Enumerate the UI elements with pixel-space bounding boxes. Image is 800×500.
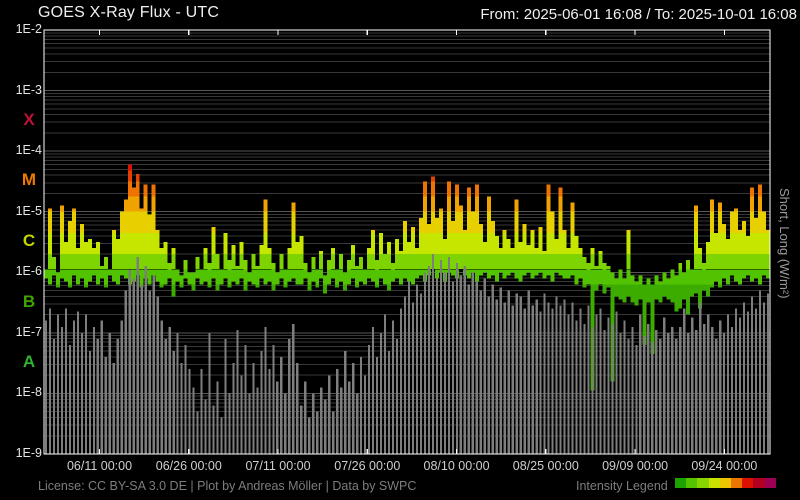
legend-swatch bbox=[764, 478, 776, 488]
intensity-legend-label: Intensity Legend bbox=[576, 479, 668, 493]
y-axis-label: 1E-7 bbox=[15, 324, 42, 339]
flare-class-label-m: M bbox=[21, 170, 37, 190]
x-axis-label: 09/24 00:00 bbox=[691, 459, 758, 473]
y-axis-label: 1E-9 bbox=[15, 446, 42, 460]
y-axis-label: 1E-4 bbox=[15, 143, 42, 158]
intensity-legend-bar bbox=[675, 478, 776, 488]
flare-class-label-b: B bbox=[22, 291, 36, 311]
x-axis-label: 07/26 00:00 bbox=[334, 459, 401, 473]
x-axis-label: 06/26 00:00 bbox=[155, 459, 222, 473]
legend-swatch bbox=[730, 478, 743, 488]
y-axis-label: 1E-2 bbox=[15, 22, 42, 36]
y-axis-label: 1E-5 bbox=[15, 203, 42, 218]
legend-swatch bbox=[708, 478, 720, 488]
flare-class-label-x: X bbox=[23, 109, 35, 129]
right-axis-label: Short, Long (W/m²) bbox=[777, 188, 792, 299]
y-axis-label: 1E-3 bbox=[15, 82, 42, 97]
legend-swatch bbox=[686, 478, 698, 488]
x-axis-label: 06/11 00:00 bbox=[66, 459, 133, 473]
page-title: GOES X-Ray Flux - UTC bbox=[38, 4, 220, 21]
x-axis-label: 08/10 00:00 bbox=[423, 459, 490, 473]
x-axis-label: 07/11 00:00 bbox=[245, 459, 311, 473]
legend-swatch bbox=[675, 478, 687, 488]
legend-swatch bbox=[697, 478, 709, 488]
y-axis-label: 1E-6 bbox=[15, 264, 42, 279]
x-axis-label: 08/25 00:00 bbox=[512, 459, 579, 473]
date-range-label: From: 2025-06-01 16:08 / To: 2025-10-01 … bbox=[480, 6, 797, 23]
legend-swatch bbox=[753, 478, 765, 488]
legend-swatch bbox=[719, 478, 731, 488]
flare-class-label-a: A bbox=[22, 352, 36, 372]
license-text: License: CC BY-SA 3.0 DE | Plot by Andre… bbox=[38, 479, 417, 493]
x-axis-label: 09/09 00:00 bbox=[602, 459, 669, 473]
legend-swatch bbox=[742, 478, 754, 488]
y-axis-label: 1E-8 bbox=[15, 385, 42, 400]
flare-class-label-c: C bbox=[22, 231, 36, 250]
